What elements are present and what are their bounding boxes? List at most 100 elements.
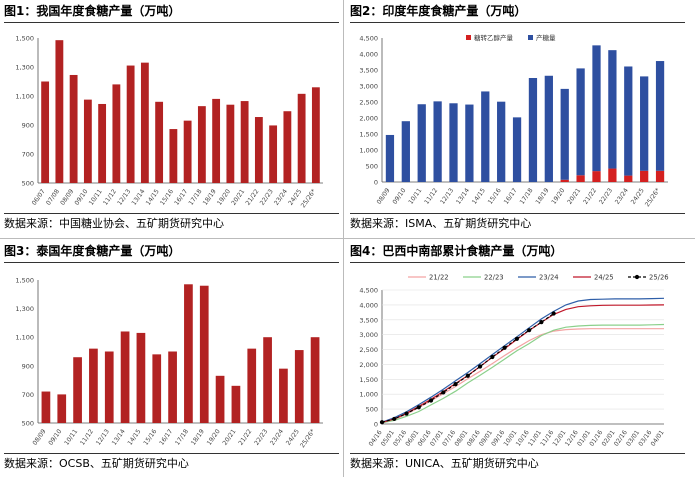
x-tick-label: 12/13 bbox=[95, 428, 111, 447]
series-point bbox=[428, 398, 434, 403]
bar-sugar bbox=[592, 45, 601, 172]
series-line bbox=[381, 323, 665, 424]
y-tick-label: 500 bbox=[22, 180, 34, 188]
legend-label: 产糖量 bbox=[536, 33, 556, 42]
data-source: 数据来源：UNICA、五矿期货研究中心 bbox=[350, 453, 685, 473]
x-tick-label: 22/23 bbox=[259, 188, 275, 207]
x-tick-label: 11/12 bbox=[423, 187, 439, 206]
y-tick-label: 2,000 bbox=[359, 115, 378, 123]
y-tick-label: 500 bbox=[366, 163, 378, 171]
bar bbox=[226, 104, 235, 183]
bar bbox=[199, 285, 209, 423]
bar bbox=[69, 74, 78, 183]
x-tick-label: 15/16 bbox=[487, 187, 503, 206]
y-tick-label: 500 bbox=[366, 406, 378, 414]
y-tick-label: 700 bbox=[22, 151, 34, 159]
series-point bbox=[502, 345, 507, 350]
bar-sugar bbox=[465, 104, 474, 182]
y-tick-label: 3,500 bbox=[359, 67, 378, 75]
bar-ethanol bbox=[608, 168, 617, 182]
x-tick-label: 18/19 bbox=[202, 188, 218, 207]
y-tick-label: 1,100 bbox=[15, 334, 34, 342]
y-tick-label: 2,000 bbox=[359, 361, 378, 369]
bar-ethanol bbox=[640, 170, 649, 182]
x-tick-label: 07/08 bbox=[45, 188, 61, 207]
bar bbox=[140, 62, 149, 183]
bar-sugar bbox=[449, 103, 458, 182]
x-tick-label: 19/20 bbox=[550, 187, 566, 206]
bar bbox=[184, 284, 193, 423]
bar bbox=[126, 65, 135, 183]
panel-brazil-sugar: 图4：巴西中南部累计食糖产量（万吨） 0 500 1,000 1,500 2,000 2,… bbox=[346, 240, 689, 477]
x-tick-label: 09/10 bbox=[47, 428, 63, 447]
bar bbox=[311, 87, 320, 183]
bar bbox=[240, 101, 249, 183]
x-tick-label: 11/12 bbox=[79, 428, 95, 447]
y-tick-label: 3,000 bbox=[359, 331, 378, 339]
x-tick-label: 22/23 bbox=[253, 428, 269, 447]
bar bbox=[254, 117, 263, 183]
x-tick-label: 20/21 bbox=[566, 187, 582, 206]
bar bbox=[279, 368, 288, 423]
bar bbox=[215, 375, 225, 423]
x-tick-label: 10/11 bbox=[407, 187, 423, 206]
bar bbox=[136, 332, 146, 423]
series-line bbox=[381, 313, 555, 423]
bar bbox=[283, 111, 292, 183]
x-tick-label: 20/21 bbox=[222, 428, 238, 447]
bar bbox=[98, 103, 107, 183]
data-source: 数据来源：ISMA、五矿期货研究中心 bbox=[350, 213, 685, 233]
x-tick-label: 15/16 bbox=[142, 428, 158, 447]
x-tick-label: 14/15 bbox=[127, 428, 143, 447]
data-source: 数据来源：中国糖业协会、五矿期货研究中心 bbox=[4, 213, 339, 233]
y-tick-label: 0 bbox=[374, 179, 378, 187]
y-tick-label: 500 bbox=[22, 420, 34, 428]
x-tick-label: 13/14 bbox=[455, 187, 471, 206]
bar bbox=[41, 391, 51, 423]
y-tick-label: 3,500 bbox=[359, 316, 378, 324]
x-tick-label: 24/25 bbox=[285, 428, 301, 447]
y-tick-label: 4,500 bbox=[359, 287, 378, 295]
x-tick-label: 25/26* bbox=[644, 187, 662, 208]
series-point bbox=[514, 336, 519, 341]
bar bbox=[269, 125, 278, 183]
y-tick-label: 1,300 bbox=[15, 305, 34, 313]
legend-label: 糖转乙醇产量 bbox=[474, 33, 514, 42]
bar-sugar bbox=[624, 66, 633, 176]
y-tick-label: 1,500 bbox=[359, 131, 378, 139]
y-tick-label: 1,500 bbox=[15, 35, 34, 43]
bar bbox=[212, 98, 221, 183]
x-tick-label: 13/14 bbox=[131, 188, 147, 207]
x-tick-label: 16/17 bbox=[158, 428, 174, 447]
bar bbox=[263, 337, 272, 423]
legend-label: 21/22 bbox=[429, 274, 449, 282]
panel-thailand-sugar: 图3：泰国年度食糖产量（万吨） 500 700 900 1,100 1,300 1,500… bbox=[0, 240, 343, 477]
x-tick-label: 25/26* bbox=[299, 428, 317, 449]
bar-sugar bbox=[640, 76, 649, 171]
bar bbox=[197, 106, 206, 183]
bar bbox=[183, 120, 192, 183]
bar-sugar bbox=[608, 50, 617, 169]
y-tick-label: 0 bbox=[374, 421, 378, 429]
x-tick-label: 24/25 bbox=[630, 187, 646, 206]
x-tick-label: 21/22 bbox=[245, 188, 261, 207]
legend-swatch bbox=[528, 35, 533, 40]
bar bbox=[73, 357, 82, 423]
bar bbox=[155, 101, 164, 183]
x-tick-label: 17/18 bbox=[174, 428, 190, 447]
x-tick-label: 08/09 bbox=[376, 187, 392, 206]
bar-sugar bbox=[560, 88, 569, 180]
bar bbox=[55, 40, 64, 183]
bar-ethanol bbox=[576, 175, 585, 182]
series-point bbox=[416, 405, 421, 410]
series-point bbox=[404, 411, 409, 416]
x-tick-label: 15/16 bbox=[159, 188, 175, 207]
x-tick-label: 23/24 bbox=[269, 428, 285, 447]
bar bbox=[168, 351, 177, 423]
bar bbox=[104, 351, 114, 423]
bar-ethanol bbox=[655, 170, 665, 182]
x-tick-label: 10/11 bbox=[88, 188, 104, 207]
series-point bbox=[539, 320, 544, 325]
series-point bbox=[379, 420, 385, 425]
